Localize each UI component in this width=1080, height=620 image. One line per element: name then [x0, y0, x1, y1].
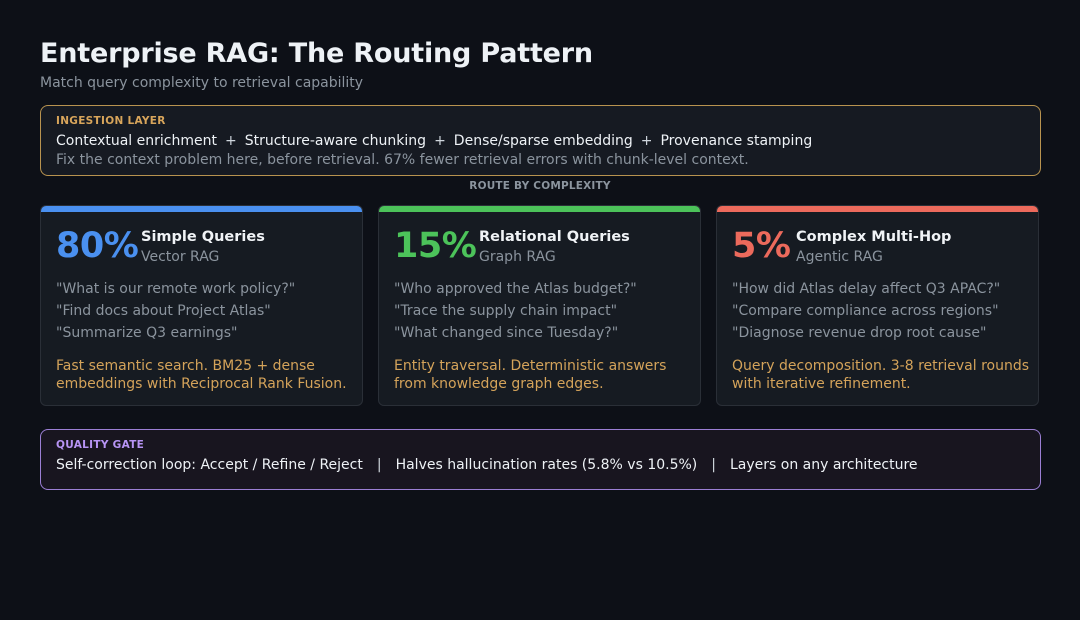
page-subtitle: Match query complexity to retrieval capa…	[40, 75, 364, 91]
card-accent-bar	[717, 206, 1038, 212]
card-rag-type: Agentic RAG	[796, 249, 883, 265]
plus-separator: +	[640, 133, 653, 149]
quality-gate-box: QUALITY GATE Self-correction loop: Accep…	[40, 429, 1041, 490]
ingestion-step: Dense/sparse embedding	[453, 133, 633, 149]
ingestion-steps: Contextual enrichment + Structure-aware ch…	[56, 133, 1025, 149]
ingestion-step: Contextual enrichment	[56, 133, 217, 149]
quality-gate-item: Layers on any architecture	[729, 457, 918, 473]
plus-separator: +	[434, 133, 446, 149]
card-complex-multi-hop: 5% Complex Multi-Hop Agentic RAG "How di…	[716, 205, 1039, 406]
example-query: "Compare compliance across regions"	[732, 303, 999, 319]
example-query: "Diagnose revenue drop root cause"	[732, 325, 987, 341]
card-examples: "Who approved the Atlas budget?" "Trace …	[394, 278, 637, 344]
ingestion-layer-box: INGESTION LAYER Contextual enrichment + St…	[40, 105, 1041, 176]
example-query: "What changed since Tuesday?"	[394, 325, 619, 341]
route-by-complexity-label: ROUTE BY COMPLEXITY	[469, 180, 611, 192]
pipe-separator: |	[711, 457, 716, 473]
card-examples: "How did Atlas delay affect Q3 APAC?" "C…	[732, 278, 1000, 344]
card-title: Complex Multi-Hop	[796, 229, 952, 245]
example-query: "Find docs about Project Atlas"	[56, 303, 271, 319]
card-rag-type: Graph RAG	[479, 249, 556, 265]
card-percent: 5%	[732, 226, 791, 266]
quality-gate-items: Self-correction loop: Accept / Refine / …	[56, 457, 1025, 473]
card-percent: 80%	[56, 226, 139, 266]
quality-gate-item: Halves hallucination rates (5.8% vs 10.5…	[395, 457, 698, 473]
card-simple-queries: 80% Simple Queries Vector RAG "What is o…	[40, 205, 363, 406]
page-title: Enterprise RAG: The Routing Pattern	[40, 38, 593, 69]
card-examples: "What is our remote work policy?" "Find …	[56, 278, 295, 344]
card-accent-bar	[41, 206, 362, 212]
card-percent: 15%	[394, 226, 477, 266]
card-accent-bar	[379, 206, 700, 212]
ingestion-layer-label: INGESTION LAYER	[56, 115, 166, 127]
example-query: "What is our remote work policy?"	[56, 281, 296, 297]
example-query: "Summarize Q3 earnings"	[56, 325, 238, 341]
quality-gate-item: Self-correction loop: Accept / Refine / …	[56, 457, 363, 473]
card-relational-queries: 15% Relational Queries Graph RAG "Who ap…	[378, 205, 701, 406]
card-description: Entity traversal. Deterministic answers …	[394, 358, 667, 392]
ingestion-step: Provenance stamping	[660, 133, 813, 149]
example-query: "How did Atlas delay affect Q3 APAC?"	[732, 281, 1001, 297]
plus-separator: +	[224, 133, 237, 149]
example-query: "Who approved the Atlas budget?"	[394, 281, 637, 297]
card-description: Query decomposition. 3-8 retrieval round…	[732, 358, 1030, 392]
card-rag-type: Vector RAG	[141, 249, 220, 265]
ingestion-step: Structure-aware chunking	[244, 133, 427, 149]
card-title: Simple Queries	[141, 229, 265, 245]
ingestion-note: Fix the context problem here, before ret…	[56, 152, 749, 168]
card-description: Fast semantic search. BM25 + dense embed…	[56, 358, 347, 392]
card-title: Relational Queries	[479, 229, 630, 245]
example-query: "Trace the supply chain impact"	[394, 303, 618, 319]
pipe-separator: |	[376, 457, 382, 473]
quality-gate-label: QUALITY GATE	[56, 439, 145, 451]
